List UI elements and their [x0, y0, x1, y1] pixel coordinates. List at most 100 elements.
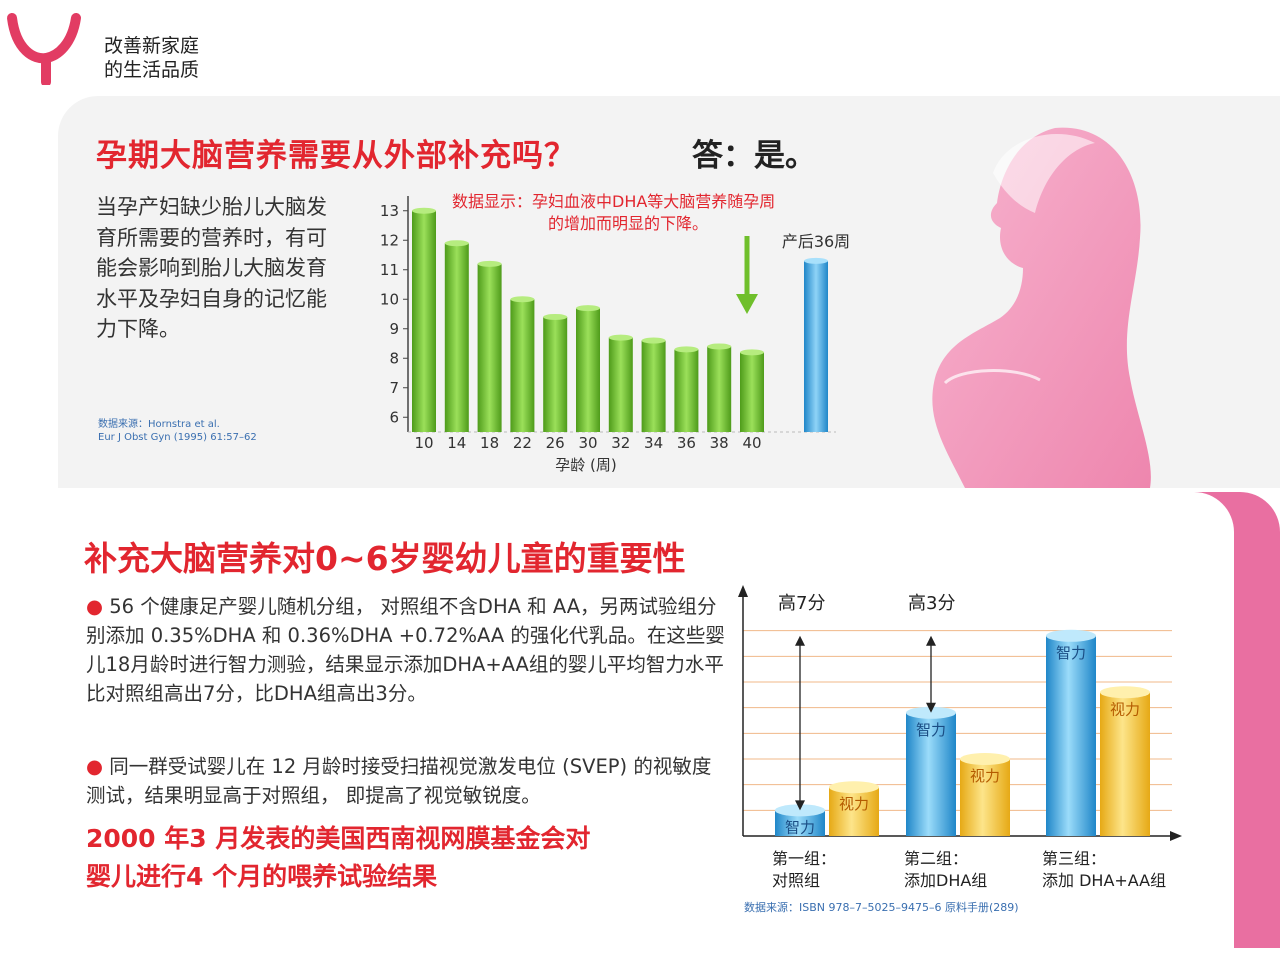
- section1-source: 数据来源：Hornstra et al. Eur J Obst Gyn (199…: [98, 418, 257, 444]
- bar-top: [740, 349, 764, 356]
- slogan-line-2: 的生活品质: [104, 59, 200, 81]
- x-tick-label: 38: [710, 434, 729, 452]
- bar-top: [804, 257, 828, 264]
- x-tick-label: 14: [447, 434, 466, 452]
- x-tick-label: 18: [480, 434, 499, 452]
- x-tick-label: 22: [513, 434, 532, 452]
- note-line-1: 2000 年3 月发表的美国西南视网膜基金会对: [86, 824, 591, 853]
- bar-vision: [829, 787, 879, 836]
- bar-intelligence: [906, 712, 956, 836]
- trial-note: 2000 年3 月发表的美国西南视网膜基金会对 婴儿进行4 个月的喂养试验结果: [86, 820, 590, 896]
- bar-week: [444, 243, 469, 432]
- group1-label-line1: 第一组：: [772, 849, 837, 868]
- y-tick-label: 7: [389, 379, 399, 397]
- bullet1-text: 56 个健康足产婴儿随机分组， 对照组不含DHA 和 AA，另两试验组分别添加 …: [86, 595, 725, 705]
- diff7-down-arrow-icon: [795, 800, 805, 811]
- x-tick-label: 30: [578, 434, 597, 452]
- postpartum-label: 产后36周: [782, 232, 850, 251]
- bar-week: [674, 349, 699, 432]
- bar-week: [477, 263, 502, 432]
- annotation-line-1: 数据显示：孕妇血液中DHA等大脑营养随孕周: [452, 192, 775, 211]
- dha-pregnancy-chart: 13 12 11 10 9 8 7 6 10 14 18 22 26 30 32 34 36 38 40 产后36周孕…: [380, 192, 850, 474]
- bar-intelligence: [1046, 635, 1096, 836]
- bar-top: [1046, 629, 1096, 642]
- y-tick-label: 8: [389, 349, 399, 367]
- down-arrow-icon: [736, 294, 758, 314]
- group3-label: 第三组： 添加 DHA+AA组: [1042, 848, 1166, 892]
- bullet-dot: ●: [86, 755, 104, 778]
- pregnant-woman-illustration: [932, 127, 1151, 488]
- section1-description: 当孕产妇缺少胎儿大脑发育所需要的营养时，有可能会影响到胎儿大脑发育水平及孕妇自身…: [96, 195, 327, 341]
- bar-top: [412, 207, 436, 214]
- vision-label: 视力: [839, 795, 869, 813]
- bar-week: [641, 340, 666, 432]
- bullet2-text: 同一群受试婴儿在 12 月龄时接受扫描视觉激发电位 (SVEP) 的视敏度测试，…: [86, 755, 712, 807]
- diff3-up-arrow-icon: [926, 635, 936, 646]
- y-tick-label: 12: [380, 231, 399, 249]
- bar-top: [829, 781, 879, 794]
- bar-top: [641, 337, 666, 344]
- bar-week: [707, 346, 732, 432]
- bar-vision: [1100, 692, 1150, 836]
- bar-top: [674, 346, 699, 353]
- source-line-2: Eur J Obst Gyn (1995) 61:57–62: [98, 432, 257, 443]
- x-tick-label: 26: [546, 434, 565, 452]
- y-tick-label: 13: [380, 202, 399, 220]
- section2-source: 数据来源：ISBN 978–7–5025–9475–6 原料手册(289): [744, 901, 1019, 914]
- bar-week: [576, 308, 600, 432]
- note-line-2: 婴儿进行4 个月的喂养试验结果: [86, 862, 438, 891]
- bar-top: [707, 343, 732, 350]
- bar-top: [543, 313, 568, 320]
- intelligence-label: 智力: [916, 721, 946, 739]
- x-tick-label: 34: [644, 434, 663, 452]
- diff3-down-arrow-icon: [926, 702, 936, 713]
- bar-top: [576, 305, 600, 312]
- bar-week: [510, 299, 535, 432]
- bar-top: [1100, 686, 1150, 699]
- bar-top: [960, 753, 1010, 765]
- bar-top: [477, 260, 502, 267]
- y-tick-label: 11: [380, 261, 399, 279]
- bar-week: [608, 337, 633, 432]
- bar-week: [740, 352, 764, 432]
- section1-answer: 答：是。: [692, 138, 816, 174]
- bullet-vision: ● 同一群受试婴儿在 12 月龄时接受扫描视觉激发电位 (SVEP) 的视敏度测…: [86, 752, 726, 810]
- group2-label-line1: 第二组：: [904, 849, 969, 868]
- group1-label-line2: 对照组: [772, 871, 821, 890]
- y-tick-label: 9: [389, 320, 399, 338]
- group2-label: 第二组： 添加DHA组: [904, 848, 987, 892]
- vision-label: 视力: [970, 767, 1000, 785]
- bar-top: [608, 334, 633, 341]
- bar-top: [444, 240, 469, 247]
- y-tick-label: 6: [389, 408, 399, 426]
- section2-title: 补充大脑营养对0~6岁婴幼儿童的重要性: [84, 539, 686, 578]
- bar-week: [543, 316, 568, 432]
- source-line-1: 数据来源：Hornstra et al.: [98, 419, 220, 430]
- brand-logo-icon: [7, 13, 81, 85]
- bar-vision: [960, 759, 1010, 836]
- diff3-label: 高3分: [908, 593, 955, 614]
- x-tick-label: 40: [742, 434, 761, 452]
- decorative-side-band-inner: [1194, 492, 1234, 948]
- section1-question: 孕期大脑营养需要从外部补充吗？: [96, 138, 576, 174]
- x-axis-label: 孕龄 (周): [555, 456, 616, 474]
- y-axis-arrow-icon: [738, 585, 748, 597]
- bar-week: [412, 210, 436, 432]
- brand-slogan: 改善新家庭 的生活品质: [104, 34, 199, 82]
- bar-postpartum: [804, 260, 828, 432]
- x-tick-label: 32: [611, 434, 630, 452]
- intelligence-label: 智力: [785, 818, 815, 836]
- diff7-up-arrow-icon: [795, 635, 805, 646]
- x-tick-label: 10: [414, 434, 433, 452]
- y-tick-label: 10: [380, 290, 399, 308]
- group2-label-line2: 添加DHA组: [904, 871, 988, 890]
- x-tick-label: 36: [677, 434, 696, 452]
- slogan-line-1: 改善新家庭: [104, 35, 200, 57]
- bar-top: [510, 296, 535, 303]
- group3-label-line1: 第三组：: [1042, 849, 1107, 868]
- bullet-dot: ●: [86, 595, 104, 618]
- x-axis-arrow-icon: [1170, 831, 1182, 841]
- bullet-intelligence: ● 56 个健康足产婴儿随机分组， 对照组不含DHA 和 AA，另两试验组分别添…: [86, 592, 726, 708]
- annotation-line-2: 的增加而明显的下降。: [548, 214, 708, 233]
